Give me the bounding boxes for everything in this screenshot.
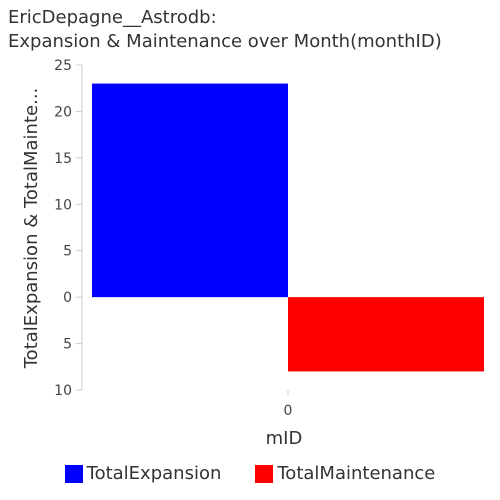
- y-axis: 25 20 15 10 5 0 5 10: [54, 58, 83, 399]
- chart-title-line-2: Expansion & Maintenance over Month(month…: [8, 31, 442, 52]
- bar-totalexpansion[interactable]: [92, 83, 288, 298]
- chart-title: EricDepagne__Astrodb: Expansion & Mainte…: [8, 6, 442, 54]
- x-axis-label: mID: [266, 428, 303, 449]
- chart-title-line-1: EricDepagne__Astrodb:: [8, 7, 217, 28]
- legend: TotalExpansion TotalMaintenance: [0, 463, 500, 484]
- y-tick-label: 0: [63, 290, 72, 306]
- y-tick-label: 5: [63, 337, 72, 353]
- legend-swatch-total-maintenance: [255, 464, 274, 483]
- legend-label-total-expansion: TotalExpansion: [86, 463, 222, 484]
- y-tick-label: 5: [63, 244, 72, 260]
- legend-swatch-total-expansion: [64, 464, 83, 483]
- legend-item-total-expansion[interactable]: TotalExpansion: [64, 463, 222, 484]
- y-tick-label: 15: [54, 151, 72, 167]
- bars: [92, 83, 484, 372]
- bar-totalmaintenance[interactable]: [288, 297, 484, 372]
- y-tick-label: 10: [54, 383, 72, 399]
- y-tick-label: 10: [54, 197, 72, 213]
- legend-item-total-maintenance[interactable]: TotalMaintenance: [255, 463, 435, 484]
- x-tick-label: 0: [284, 403, 293, 419]
- legend-label-total-maintenance: TotalMaintenance: [277, 463, 436, 484]
- y-tick-label: 20: [54, 104, 72, 120]
- y-tick-label: 25: [54, 58, 72, 74]
- y-axis-label: TotalExpansion & TotalMainte...: [21, 88, 42, 370]
- bar-chart: 25 20 15 10 5 0 5 10 0 mID TotalExpansion & Tot…: [21, 58, 484, 449]
- x-axis: 0: [284, 390, 293, 419]
